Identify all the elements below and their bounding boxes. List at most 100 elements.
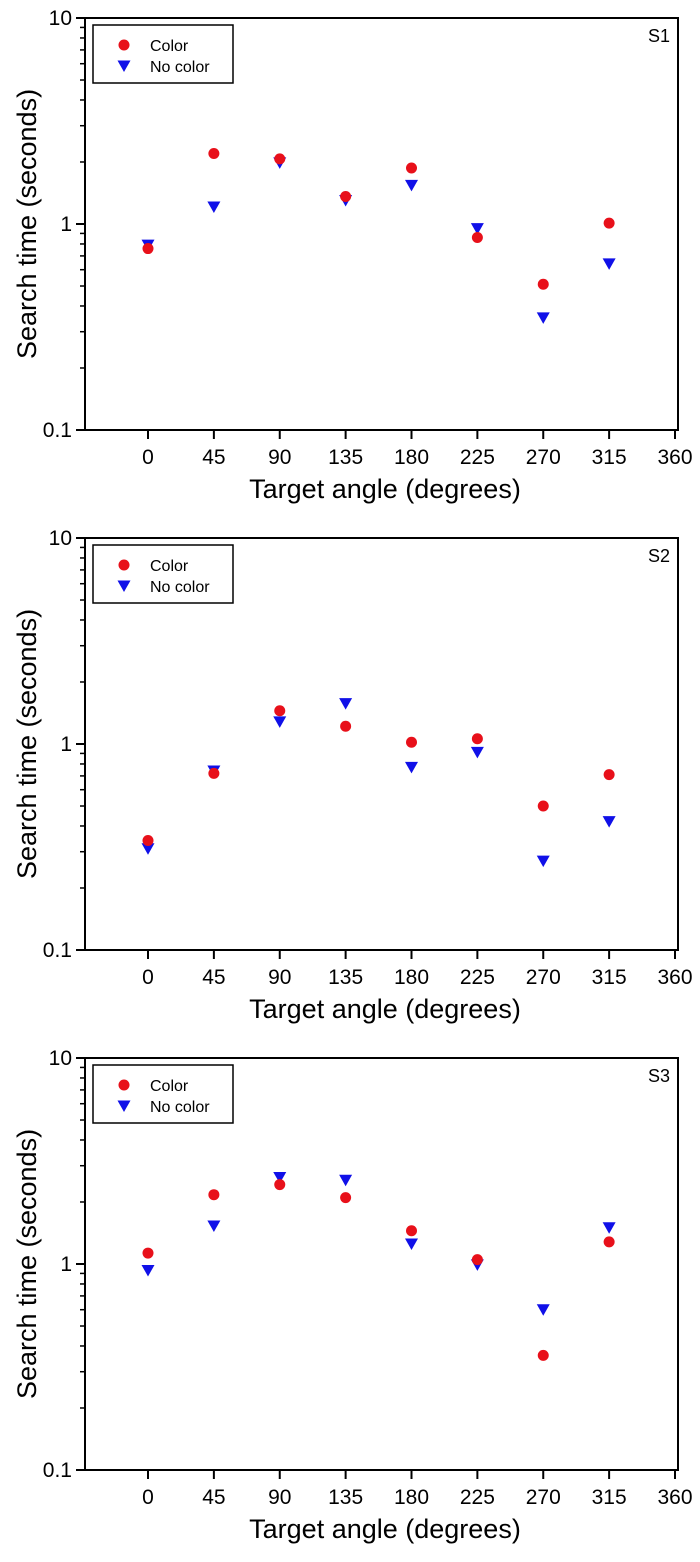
data-point-no-color (273, 716, 287, 728)
x-tick-label: 360 (657, 446, 692, 469)
x-tick-label: 315 (592, 1486, 627, 1509)
x-tick-label: 360 (657, 1486, 692, 1509)
legend-marker (117, 1100, 131, 1112)
data-point-color (274, 153, 286, 165)
chart-s3: 0.1 1 10 0 45 90 135 180 225 270 315 360 Target angl… (12, 1047, 693, 1544)
x-tick-label: 225 (460, 1486, 495, 1509)
y-tick-label: 1 (60, 213, 72, 236)
legend-label: No color (150, 1099, 210, 1116)
legend-marker (118, 39, 130, 51)
data-point-color (537, 1349, 549, 1361)
data-point-no-color (536, 312, 550, 324)
x-tick-label: 0 (142, 1486, 154, 1509)
data-point-color (603, 769, 615, 781)
x-tick-label: 135 (328, 1486, 363, 1509)
data-point-no-color (207, 201, 221, 213)
x-tick-label: 90 (268, 966, 291, 989)
y-axis-label: Search time (seconds) (12, 1129, 42, 1399)
x-tick-label: 0 (142, 966, 154, 989)
data-point-no-color (602, 258, 616, 270)
x-tick-label: 135 (328, 966, 363, 989)
data-point-no-color (141, 1264, 155, 1277)
data-point-color (274, 705, 286, 717)
x-tick-label: 315 (592, 966, 627, 989)
data-point-no-color (405, 179, 418, 192)
legend: Color No color (92, 544, 234, 604)
data-point-color (142, 835, 154, 847)
x-tick-label: 270 (526, 966, 561, 989)
data-point-color (208, 1189, 220, 1201)
chart-panel-s2: 0.1 1 10 0 45 90 135 180 225 270 315 360 Target angl… (0, 520, 700, 1040)
data-point-color (208, 147, 220, 159)
chart-panel-s1: 0.1 1 10 0 45 90 135 180 225 270 315 360 Target angl… (0, 0, 700, 520)
data-point-no-color (470, 746, 484, 759)
data-point-no-color (536, 1304, 550, 1316)
data-point-no-color (602, 816, 616, 828)
y-axis-label: Search time (seconds) (12, 609, 42, 879)
data-point-color (471, 231, 483, 243)
legend-marker (117, 60, 131, 72)
data-point-color (471, 1254, 483, 1266)
chart-s1: 0.1 1 10 0 45 90 135 180 225 270 315 360 Target angl… (12, 7, 693, 504)
x-tick-label: 225 (460, 966, 495, 989)
x-tick-label: 315 (592, 446, 627, 469)
legend-box (92, 544, 234, 604)
y-tick-label: 1 (60, 1253, 72, 1276)
legend-label: No color (150, 579, 210, 596)
data-point-color (208, 767, 220, 779)
y-tick-label: 10 (49, 7, 72, 30)
x-tick-label: 180 (394, 1486, 429, 1509)
data-point-no-color (405, 761, 418, 774)
x-tick-label: 180 (394, 446, 429, 469)
panel-label: S3 (648, 1066, 670, 1086)
data-point-color (340, 1192, 352, 1204)
data-point-no-color (273, 1171, 287, 1184)
y-axis-label: Search time (seconds) (12, 89, 42, 359)
legend-marker (117, 580, 131, 592)
data-point-no-color (141, 843, 155, 855)
data-point-no-color (207, 1220, 221, 1232)
legend-label: Color (150, 1078, 189, 1095)
y-tick-label: 10 (49, 1047, 72, 1070)
data-point-color (142, 243, 154, 255)
x-tick-label: 90 (268, 1486, 291, 1509)
x-tick-label: 0 (142, 446, 154, 469)
x-tick-label: 225 (460, 446, 495, 469)
data-point-color (274, 1179, 286, 1191)
data-point-color (406, 1225, 417, 1237)
legend-box (92, 24, 234, 84)
data-point-color (537, 800, 549, 812)
x-tick-label: 45 (202, 966, 225, 989)
data-point-color (406, 162, 417, 174)
x-tick-label: 45 (202, 446, 225, 469)
legend-marker (118, 559, 130, 571)
data-point-no-color (339, 698, 353, 710)
data-point-no-color (339, 1174, 353, 1187)
legend-label: Color (150, 558, 189, 575)
x-axis-label: Target angle (degrees) (249, 994, 521, 1024)
data-point-no-color (536, 855, 550, 868)
x-axis-label: Target angle (degrees) (249, 474, 521, 504)
data-point-color (603, 1236, 615, 1248)
legend-box (92, 1064, 234, 1124)
legend: Color No color (92, 1064, 234, 1124)
x-tick-label: 90 (268, 446, 291, 469)
legend-label: Color (150, 38, 189, 55)
data-point-color (340, 720, 352, 732)
data-point-color (603, 217, 615, 229)
data-point-no-color (602, 1222, 616, 1234)
y-tick-label: 10 (49, 527, 72, 550)
data-point-color (406, 736, 417, 748)
panel-label: S2 (648, 546, 670, 566)
x-tick-label: 270 (526, 1486, 561, 1509)
data-point-no-color (405, 1238, 418, 1251)
x-axis-label: Target angle (degrees) (249, 1514, 521, 1544)
chart-s2: 0.1 1 10 0 45 90 135 180 225 270 315 360 Target angl… (12, 527, 693, 1024)
x-tick-label: 360 (657, 966, 692, 989)
x-tick-label: 135 (328, 446, 363, 469)
legend-marker (118, 1079, 130, 1091)
data-point-color (142, 1247, 154, 1259)
data-point-color (537, 278, 549, 290)
x-tick-label: 180 (394, 966, 429, 989)
data-point-color (340, 190, 352, 202)
